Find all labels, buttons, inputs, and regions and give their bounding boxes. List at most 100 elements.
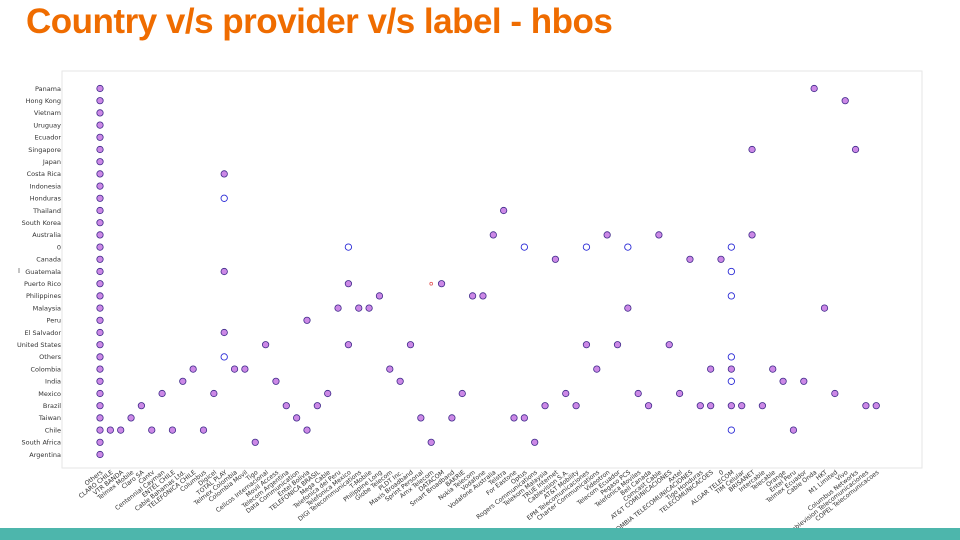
filled-data-point [365, 304, 373, 312]
filled-data-point [96, 402, 104, 410]
filled-data-point [96, 341, 104, 349]
filled-data-point [872, 402, 880, 410]
filled-data-point [127, 414, 135, 422]
filled-data-point [96, 219, 104, 227]
filled-data-point [344, 341, 352, 349]
filled-data-point [96, 133, 104, 141]
y-tick-label: Vietnam [34, 109, 61, 117]
filled-data-point [489, 231, 497, 239]
open-data-point [520, 243, 528, 251]
filled-data-point [220, 170, 228, 178]
plot-area [61, 70, 923, 469]
filled-data-point [500, 206, 508, 215]
filled-data-point [189, 365, 197, 373]
filled-data-point [220, 328, 228, 337]
filled-data-point [665, 341, 673, 349]
filled-data-point [603, 231, 611, 239]
filled-data-point [96, 389, 104, 398]
filled-data-point [727, 402, 735, 410]
filled-data-point [696, 402, 704, 410]
y-tick-label: Others [39, 353, 61, 361]
data-points [96, 84, 880, 459]
filled-data-point [324, 389, 332, 398]
filled-data-point [220, 267, 228, 276]
filled-data-point [582, 341, 591, 349]
filled-data-point [851, 145, 860, 154]
filled-data-point [738, 402, 746, 410]
filled-data-point [707, 402, 715, 410]
filled-data-point [261, 341, 270, 349]
y-tick-label: South Africa [22, 439, 62, 447]
y-tick-label: Guatemala [25, 268, 61, 276]
y-tick-label: Hong Kong [26, 97, 61, 105]
filled-data-point [293, 414, 301, 422]
y-tick-label: Peru [47, 317, 61, 325]
filled-data-point [396, 377, 404, 385]
y-tick-label: Taiwan [38, 414, 61, 422]
open-data-point [344, 243, 353, 251]
y-tick-label: South Korea [22, 219, 61, 227]
filled-data-point [386, 365, 394, 373]
open-data-point [727, 243, 735, 251]
open-data-point [727, 377, 735, 385]
filled-data-point [303, 316, 311, 324]
y-tick-label: Singapore [28, 146, 61, 154]
filled-data-point [199, 426, 208, 434]
filled-data-point [789, 426, 798, 434]
y-tick-label: Thailand [32, 207, 61, 215]
filled-data-point [810, 84, 818, 93]
open-data-point [727, 292, 735, 300]
open-data-point [727, 267, 735, 276]
filled-data-point [96, 145, 104, 154]
filled-data-point [96, 158, 104, 166]
y-tick-labels: Panama Hong Kong Vietnam Uruguay Ecuador Sing… [17, 85, 62, 459]
filled-data-point [251, 438, 259, 446]
y-tick-label: Indonesia [30, 182, 61, 190]
filled-data-point [593, 365, 601, 373]
y-tick-label: Costa Rica [27, 170, 61, 178]
filled-data-point [96, 267, 104, 276]
y-tick-label: El Salvador [25, 329, 62, 337]
filled-data-point [479, 292, 487, 300]
filled-data-point [158, 389, 166, 398]
filled-data-point [96, 353, 104, 361]
filled-data-point [686, 255, 694, 263]
filled-data-point [96, 304, 104, 312]
open-data-point [220, 194, 228, 202]
filled-data-point [448, 414, 456, 422]
y-tick-label: Honduras [30, 195, 62, 203]
filled-data-point [655, 231, 663, 239]
open-data-point [220, 353, 228, 361]
filled-data-point [96, 121, 104, 129]
filled-data-point [458, 389, 466, 398]
filled-data-point [96, 450, 104, 459]
slide-title: Country v/s provider v/s label - hbos [26, 2, 613, 41]
filled-data-point [531, 438, 539, 446]
filled-data-point [468, 292, 477, 300]
filled-data-point [769, 365, 777, 373]
y-tick-label: Mexico [38, 390, 61, 398]
open-data-point [624, 243, 632, 251]
filled-data-point [96, 109, 104, 117]
filled-data-point [510, 414, 518, 422]
filled-data-point [758, 402, 767, 410]
filled-data-point [210, 389, 218, 398]
filled-data-point [303, 426, 311, 434]
filled-data-point [841, 97, 849, 105]
filled-data-point [707, 365, 715, 373]
y-tick-label: Puerto Rico [24, 280, 61, 288]
filled-data-point [179, 377, 187, 385]
filled-data-point [96, 328, 104, 337]
filled-data-point [717, 255, 725, 263]
filled-data-point [344, 280, 352, 288]
filled-data-point [96, 280, 104, 288]
filled-data-point [96, 365, 104, 373]
filled-data-point [282, 402, 290, 410]
y-tick-label: India [45, 378, 61, 386]
filled-data-point [613, 341, 622, 349]
y-tick-label: Malaysia [33, 304, 61, 312]
filled-data-point [96, 84, 104, 93]
filled-data-point [96, 231, 104, 239]
filled-data-point [675, 389, 684, 398]
filled-data-point [541, 402, 549, 410]
